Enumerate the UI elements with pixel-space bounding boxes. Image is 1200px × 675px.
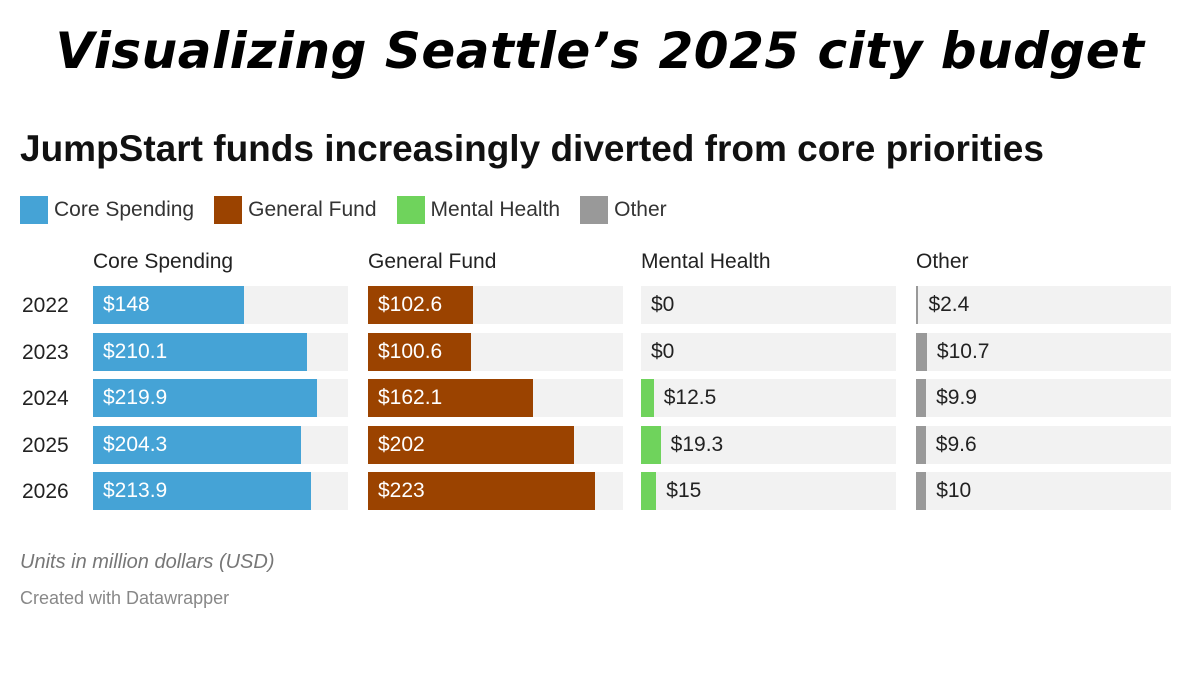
bar-track: $9.9 <box>916 379 1171 417</box>
bar-track: $213.9 <box>93 472 348 510</box>
bar <box>368 332 471 371</box>
value-label: $10 <box>936 479 972 502</box>
year-label: 2022 <box>22 294 69 317</box>
value-label: $2.4 <box>928 293 970 316</box>
value-label: $100.6 <box>378 339 443 363</box>
bar-track: $9.6 <box>916 425 1171 464</box>
bar-track: $15 <box>641 472 896 510</box>
bar-track: $19.3 <box>641 425 896 464</box>
value-label: $223 <box>378 479 425 502</box>
year-label: 2024 <box>22 387 69 410</box>
legend-item: Core Spending <box>20 196 194 224</box>
bar <box>641 472 657 510</box>
value-label: $162.1 <box>378 386 443 409</box>
bar-track: $148 <box>93 286 348 324</box>
value-label: $102.6 <box>378 293 443 316</box>
value-label: $0 <box>651 339 675 363</box>
value-label: $210.1 <box>103 339 168 363</box>
panel-header: Mental Health <box>641 250 771 273</box>
bar-track: $219.9 <box>93 379 348 417</box>
legend-swatch <box>580 196 609 224</box>
bar <box>916 472 927 510</box>
bar <box>93 472 312 510</box>
units-note: Units in million dollars (USD) <box>20 551 275 573</box>
legend-swatch <box>214 196 243 224</box>
legend: Core Spending General Fund Mental Health Ot… <box>20 196 667 224</box>
year-label: 2025 <box>22 433 69 457</box>
bar-track: $162.1 <box>368 379 623 417</box>
bar-track: $10 <box>916 472 1171 510</box>
bar <box>368 472 596 510</box>
bar-track: $102.6 <box>368 286 623 324</box>
panel-header: General Fund <box>368 250 497 273</box>
value-label: $10.7 <box>936 339 990 363</box>
bar <box>93 379 318 417</box>
bar <box>916 332 927 371</box>
legend-label: Core Spending <box>54 198 195 221</box>
legend-label: Other <box>614 198 667 221</box>
bar-track: $0 <box>641 286 896 324</box>
panel-header: Core Spending <box>93 250 234 273</box>
legend-label: Mental Health <box>430 198 561 221</box>
chart-subtitle: JumpStart funds increasingly diverted fr… <box>20 128 1044 169</box>
bar-track: $12.5 <box>641 379 896 417</box>
legend-swatch <box>20 196 48 224</box>
bar <box>93 332 308 371</box>
value-label: $9.6 <box>935 432 977 456</box>
bar <box>368 379 534 417</box>
bar-track: $100.6 <box>368 332 623 371</box>
bar-track: $202 <box>368 425 623 464</box>
bar <box>641 379 654 417</box>
year-label: 2023 <box>22 340 69 364</box>
bar-track: $210.1 <box>93 332 348 371</box>
legend-swatch <box>396 196 425 224</box>
legend-item: Other <box>580 196 667 224</box>
bar-track: $204.3 <box>93 425 348 464</box>
year-label: 2026 <box>22 480 69 503</box>
page-title: Visualizing Seattle’s 2025 city budget <box>55 22 1145 80</box>
legend-item: Mental Health <box>396 196 561 224</box>
bar <box>641 425 661 464</box>
value-label: $202 <box>378 432 425 456</box>
bar <box>916 379 927 417</box>
legend-item: General Fund <box>214 196 377 224</box>
panel-header: Other <box>916 250 969 273</box>
bar-track: $10.7 <box>916 332 1171 371</box>
bar <box>368 425 575 464</box>
value-label: $213.9 <box>103 479 168 502</box>
value-label: $0 <box>651 293 675 316</box>
value-label: $9.9 <box>936 386 977 409</box>
legend-label: General Fund <box>248 198 377 221</box>
credit-line: Created with Datawrapper <box>20 588 230 608</box>
value-label: $19.3 <box>670 432 724 456</box>
bar-track: $2.4 <box>916 286 1171 324</box>
bar-track: $223 <box>368 472 623 510</box>
bar <box>916 286 919 324</box>
value-label: $219.9 <box>103 386 168 409</box>
bar <box>93 425 302 464</box>
value-label: $204.3 <box>103 432 168 456</box>
bar-track: $0 <box>641 332 896 371</box>
bar <box>368 286 473 324</box>
bar <box>93 286 244 324</box>
bar <box>916 425 926 464</box>
value-label: $148 <box>103 293 150 316</box>
value-label: $15 <box>666 479 702 502</box>
value-label: $12.5 <box>663 386 717 409</box>
